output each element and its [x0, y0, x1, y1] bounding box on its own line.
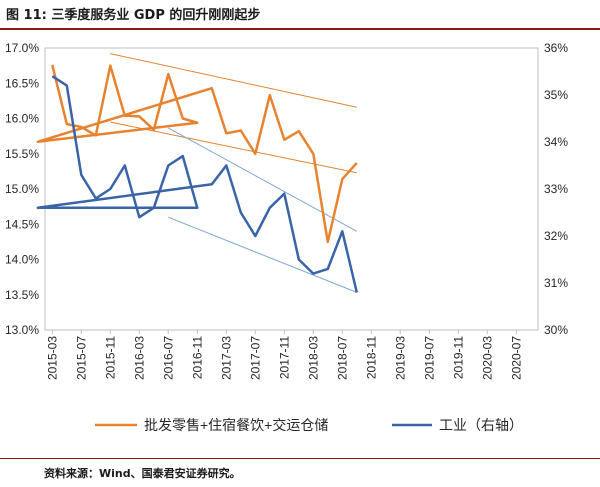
figure-title: 图 11: 三季度服务业 GDP 的回升刚刚起步: [6, 8, 261, 23]
y-left-tick-label: 14.0%: [5, 253, 39, 267]
plot-area-border: [44, 47, 539, 331]
y-left-tick-label: 14.5%: [5, 217, 39, 231]
y-right-tick-label: 30%: [544, 323, 568, 337]
y-left-tick-label: 16.5%: [5, 76, 39, 90]
y-right-tick-label: 32%: [544, 229, 568, 243]
x-tick-label: 2015-07: [74, 336, 88, 380]
trend-line: [110, 53, 357, 108]
y-right-tick-label: 34%: [544, 135, 568, 149]
source-bar: 资料来源：Wind、国泰君安证券研究。: [0, 458, 600, 487]
x-tick-label: 2017-11: [277, 336, 291, 379]
x-tick-label: 2017-07: [248, 336, 262, 380]
x-tick-label: 2019-03: [393, 336, 407, 380]
x-tick-label: 2019-11: [451, 336, 465, 379]
x-tick-label: 2016-03: [132, 336, 146, 380]
figure-title-bar: 图 11: 三季度服务业 GDP 的回升刚刚起步: [0, 0, 600, 30]
x-tick-label: 2016-07: [161, 336, 175, 380]
x-tick-label: 2017-03: [219, 336, 233, 380]
x-tick-label: 2020-07: [509, 336, 523, 380]
x-tick-label: 2019-07: [422, 336, 436, 380]
x-tick-label: 2015-11: [103, 336, 117, 379]
legend: 批发零售+住宿餐饮+交运仓储 工业（右轴）: [95, 417, 523, 433]
trend-line: [168, 127, 357, 232]
series-line-industry: [36, 75, 359, 293]
y-right-tick-label: 31%: [544, 276, 568, 290]
line-chart: 13.0% 13.5% 14.0% 14.5% 15.0% 15.5% 16.0% 16.5%…: [5, 41, 568, 433]
legend-label: 批发零售+住宿餐饮+交运仓储: [144, 417, 328, 433]
x-tick-label: 2016-11: [190, 336, 204, 379]
y-left-tick-label: 15.0%: [5, 182, 39, 196]
x-tick-label: 2018-11: [364, 336, 378, 379]
x-tick-label: 2020-03: [480, 336, 494, 380]
y-right-tick-label: 36%: [544, 41, 568, 55]
trend-line: [168, 216, 357, 293]
chart-axes: 13.0% 13.5% 14.0% 14.5% 15.0% 15.5% 16.0% 16.5%…: [5, 41, 568, 380]
x-tick-label: 2018-03: [306, 336, 320, 380]
series-lines: [36, 64, 359, 293]
source-note: 资料来源：Wind、国泰君安证券研究。: [44, 467, 241, 480]
y-left-tick-label: 13.0%: [5, 323, 39, 337]
x-tick-label: 2018-07: [335, 336, 349, 380]
trend-lines: [110, 53, 357, 293]
y-left-tick-label: 13.5%: [5, 288, 39, 302]
y-left-tick-label: 16.0%: [5, 112, 39, 126]
y-right-tick-label: 33%: [544, 182, 568, 196]
legend-label: 工业（右轴）: [439, 417, 523, 433]
y-right-tick-label: 35%: [544, 88, 568, 102]
y-left-tick-label: 17.0%: [5, 41, 39, 55]
y-left-tick-label: 15.5%: [5, 147, 39, 161]
series-line-trade-catering-transport: [36, 64, 358, 244]
x-tick-label: 2015-03: [45, 336, 59, 380]
